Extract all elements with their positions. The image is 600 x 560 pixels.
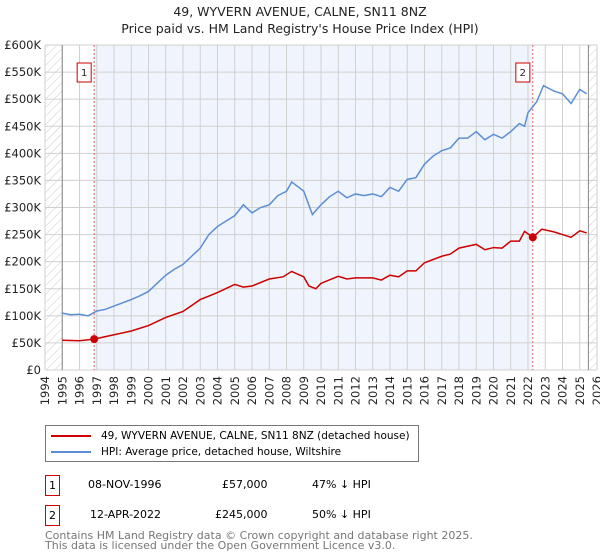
y-tick-label: £50K	[12, 336, 42, 350]
x-tick-label: 2018	[452, 376, 466, 405]
x-tick-label: 2000	[142, 376, 156, 405]
x-tick-label: 2015	[400, 376, 414, 405]
sale-marker	[528, 233, 537, 242]
y-tick-label: £450K	[4, 119, 41, 133]
y-tick-label: £350K	[4, 173, 41, 187]
x-tick-label: 1996	[73, 376, 87, 405]
date: 12-APR-2022	[90, 508, 162, 521]
series-line	[62, 228, 587, 342]
x-tick-label: 2024	[556, 376, 570, 405]
hpi-diff: 47% ↓ HPI	[312, 478, 371, 491]
x-tick-label: 2011	[331, 376, 345, 405]
y-tick-label: £550K	[4, 65, 41, 79]
price: £245,000	[215, 508, 268, 521]
x-tick-label: 2023	[538, 376, 552, 405]
marker-badge: 1	[45, 475, 60, 496]
y-tick-label: £400K	[4, 146, 41, 160]
x-tick-label: 2009	[297, 376, 311, 405]
footer-line: This data is licensed under the Open Gov…	[45, 539, 396, 552]
x-tick-label: 2017	[435, 376, 449, 405]
legend-item-property: 49, WYVERN AVENUE, CALNE, SN11 8NZ (deta…	[51, 429, 410, 443]
legend: 49, WYVERN AVENUE, CALNE, SN11 8NZ (deta…	[45, 425, 419, 462]
x-tick-label: 2025	[573, 376, 587, 405]
sale-badge	[76, 62, 92, 83]
chart-title: 49, WYVERN AVENUE, CALNE, SN11 8NZ Price …	[0, 3, 600, 37]
y-tick-label: £600K	[4, 38, 41, 52]
y-tick-label: £200K	[4, 255, 41, 269]
transaction-row: 2 12-APR-2022 £245,000 50% ↓ HPI	[45, 505, 445, 526]
x-tick-label: 2008	[280, 376, 294, 405]
y-tick-label: £300K	[4, 201, 41, 215]
x-tick-label: 2012	[349, 376, 363, 405]
title: 49, WYVERN AVENUE, CALNE, SN11 8NZ	[173, 4, 427, 19]
sale-badge-label: 2	[520, 68, 526, 79]
x-tick-label: 2003	[193, 376, 207, 405]
y-tick-label: £250K	[4, 228, 41, 242]
legend-label: HPI: Average price, detached house, Wilt…	[101, 446, 342, 458]
x-tick-label: 2002	[176, 376, 190, 405]
date: 08-NOV-1996	[88, 478, 162, 491]
footer: Contains HM Land Registry data © Crown c…	[45, 529, 473, 552]
price: £57,000	[222, 478, 268, 491]
price-chart: 1994 1995 1996 1997 1998 1999 2000 2001 2002 2003…	[4, 38, 600, 405]
x-tick-label: 2005	[228, 376, 242, 405]
y-tick-label: £0	[26, 363, 41, 377]
x-tick-label: 1994	[38, 376, 52, 405]
transaction-row: 1 08-NOV-1996 £57,000 47% ↓ HPI	[45, 475, 445, 496]
hpi-diff: 50% ↓ HPI	[312, 508, 371, 521]
y-tick-label: £150K	[4, 282, 41, 296]
x-tick-label: 1998	[107, 376, 121, 405]
x-tick-label: 1995	[55, 376, 69, 405]
x-tick-label: 2019	[469, 376, 483, 405]
x-tick-label: 1997	[90, 376, 104, 405]
subtitle: Price paid vs. HM Land Registry's House …	[121, 21, 479, 36]
x-tick-label: 2001	[159, 376, 173, 405]
x-tick-label: 2013	[366, 376, 380, 405]
sale-marker	[90, 335, 99, 344]
x-tick-label: 1999	[124, 376, 138, 405]
x-tick-label: 2010	[314, 376, 328, 405]
sale-badge-label: 1	[81, 68, 87, 79]
x-tick-label: 2026	[590, 376, 600, 405]
marker-badge: 2	[45, 505, 60, 526]
x-tick-label: 2022	[521, 376, 535, 405]
series-line	[62, 84, 588, 317]
x-tick-label: 2014	[383, 376, 397, 405]
y-tick-label: £100K	[4, 309, 41, 323]
legend-item-hpi: HPI: Average price, detached house, Wilt…	[51, 445, 341, 459]
sale-badge	[515, 62, 531, 83]
x-tick-label: 2007	[262, 376, 276, 405]
y-tick-label: £500K	[4, 92, 41, 106]
legend-label: 49, WYVERN AVENUE, CALNE, SN11 8NZ (deta…	[101, 430, 410, 442]
x-tick-label: 2021	[504, 376, 518, 405]
footer-line: Contains HM Land Registry data © Crown c…	[45, 529, 473, 542]
x-tick-label: 2006	[245, 376, 259, 405]
x-tick-label: 2004	[211, 376, 225, 405]
x-tick-label: 2016	[418, 376, 432, 405]
x-tick-label: 2020	[487, 376, 501, 405]
